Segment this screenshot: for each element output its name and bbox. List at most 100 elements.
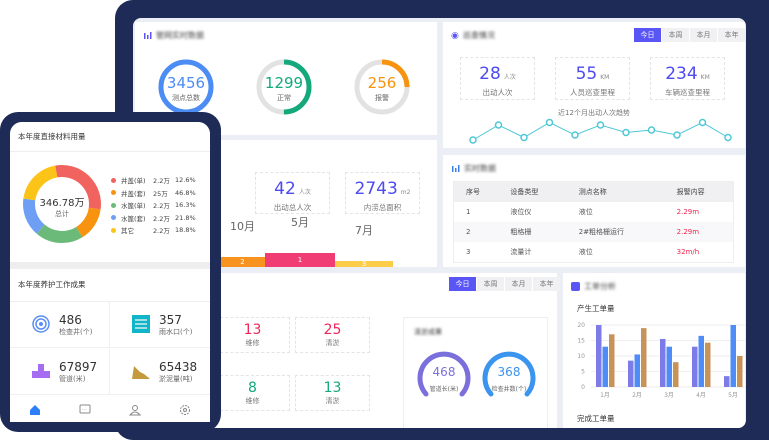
table-cell: 2#粗格栅运行 <box>566 222 665 242</box>
bar <box>660 338 666 387</box>
legend-dot <box>111 177 116 183</box>
ring-progress <box>354 59 410 115</box>
table-cell: 液位仪 <box>510 208 532 216</box>
result-item: 486 检查井(个) <box>10 302 110 348</box>
pie-chart-icon <box>571 282 580 291</box>
stat-box: 42 人次 出动总人次 <box>255 172 330 214</box>
stat-ring: 1299 正常 <box>255 58 313 116</box>
card-title: 本年度直接材料用量 <box>10 122 210 152</box>
trend-point <box>545 118 554 127</box>
donut-slice <box>23 165 58 201</box>
table-row[interactable]: 2 粗格栅 2#粗格栅运行 2.29m <box>454 222 733 242</box>
bar <box>705 342 711 387</box>
bar <box>628 360 634 387</box>
y-tick-label: 0 <box>581 384 585 391</box>
table-cell: 液位 <box>578 208 593 216</box>
legend-item: 井盖(套) 25万 46.8% <box>111 187 196 200</box>
tab-1[interactable]: 本周 <box>662 28 689 42</box>
settings-icon[interactable] <box>179 404 191 418</box>
panel-title: 工单分析 <box>571 281 616 292</box>
trend-point <box>469 136 477 144</box>
tab-3[interactable]: 本年 <box>718 28 745 42</box>
table-cell: 32m/h <box>676 248 700 256</box>
legend-item: 其它 2.2万 18.8% <box>111 224 196 237</box>
bar <box>692 346 698 387</box>
maint-stat: 13 清淤 <box>295 375 370 411</box>
x-tick-label: 5月 <box>728 392 738 399</box>
grate-icon <box>132 314 150 335</box>
patrol-panel: ◉ 巡查情况 今日 本周 本月 本年 28 人次 出动人次 55 KM 人员巡查里程 234 KM 车辆… <box>443 22 745 148</box>
bar: 1 <box>265 253 335 267</box>
bar <box>634 354 640 387</box>
home-icon[interactable] <box>29 404 41 418</box>
materials-card: 本年度直接材料用量 346.78万 总计 井盖(单) 2.2万 12.6% 井盖(套) 2… <box>10 122 210 262</box>
maint-stat: 25 清淤 <box>295 317 370 353</box>
bar-month: 10月 <box>230 220 255 233</box>
tab-2[interactable]: 本月 <box>505 277 532 291</box>
x-tick-label: 1月 <box>600 392 610 399</box>
gauge-arc <box>482 351 536 397</box>
donut-slice <box>55 165 101 210</box>
bar <box>641 328 647 387</box>
bar-month: 5月 <box>291 216 309 229</box>
y-tick-label: 10 <box>577 353 585 360</box>
bar <box>596 325 602 387</box>
maint-stat: 8 维修 <box>215 375 290 411</box>
bar <box>698 335 704 387</box>
gauge-arc <box>417 351 471 397</box>
period-tabs: 今日 本周 本月 本年 <box>633 28 745 42</box>
trend-line-chart <box>469 118 732 144</box>
legend-item: 井盖(单) 2.2万 12.6% <box>111 174 196 187</box>
materials-donut-chart <box>23 165 101 243</box>
bar <box>609 334 615 387</box>
message-icon[interactable]: ··· <box>79 404 91 418</box>
stat-box: 2743 m2 内涝总面积 <box>345 172 420 214</box>
maint-stat: 13 维修 <box>215 317 290 353</box>
y-tick-label: 15 <box>577 338 585 345</box>
legend-item: 水篦(单) 2.2万 16.3% <box>111 199 196 212</box>
result-item: 357 雨水口(个) <box>110 302 210 348</box>
table-cell: 2.29m <box>676 208 700 216</box>
x-tick-label: 2月 <box>632 392 642 399</box>
gauge-label: 管道长(米) <box>429 386 459 393</box>
ring-label: 正常 <box>277 94 291 102</box>
table-cell: 3 <box>466 248 471 256</box>
bar-chart-icon <box>144 32 152 39</box>
tab-3[interactable]: 本年 <box>533 277 560 291</box>
tab-0[interactable]: 今日 <box>449 277 476 291</box>
legend-dot <box>111 202 116 208</box>
x-tick-label: 4月 <box>696 392 706 399</box>
eye-icon: ◉ <box>451 30 459 41</box>
ring-label: 测点总数 <box>172 94 200 102</box>
user-icon[interactable] <box>128 404 142 418</box>
column-header: 报警内容 <box>664 182 733 202</box>
bar <box>737 356 743 387</box>
patrol-stat: 234 KM 车辆巡查里程 <box>650 57 725 100</box>
ring-value: 3456 <box>166 74 206 92</box>
legend-dot <box>111 215 116 221</box>
maintenance-panel: 今日 本周 本月 本年 13 维修 25 清淤 8 维修 13 清淤 清淤成果 468 管道长(米) 3… <box>133 273 560 428</box>
panel-title: ◉ 巡查情况 <box>451 30 495 41</box>
table-row[interactable]: 3 流量计 液位 32m/h <box>454 242 733 262</box>
donut-legend: 井盖(单) 2.2万 12.6% 井盖(套) 25万 46.8% 水篦(单) 2.2万 16.3… <box>111 174 196 237</box>
y-tick-label: 5 <box>581 369 585 376</box>
total-value: 346.78万 <box>39 198 85 209</box>
bar <box>673 362 679 387</box>
panel-title: 实时数据 <box>451 163 496 174</box>
gauge-label: 检查井数(个) <box>491 386 527 393</box>
workorder-panel: 工单分析 产生工单量 0 5 10 15 20 1月 2月 3月 4月 5月 完成工单量 <box>563 273 745 428</box>
phone-frame: 本年度直接材料用量 346.78万 总计 井盖(单) 2.2万 12.6% 井盖(套) 2… <box>0 112 221 432</box>
tab-0[interactable]: 今日 <box>634 28 661 42</box>
trend-point <box>673 131 681 139</box>
tab-2[interactable]: 本月 <box>690 28 717 42</box>
bar <box>602 346 608 387</box>
gauge-value: 468 <box>432 365 456 379</box>
table-row[interactable]: 1 液位仪 液位 2.29m <box>454 202 733 222</box>
column-header: 测点名称 <box>566 182 665 202</box>
tab-1[interactable]: 本周 <box>477 277 504 291</box>
trend-point <box>622 128 630 137</box>
phone-screen: 本年度直接材料用量 346.78万 总计 井盖(单) 2.2万 12.6% 井盖(套) 2… <box>10 122 210 422</box>
donut-slice <box>23 198 45 234</box>
y-tick-label: 20 <box>577 322 585 329</box>
trend-point <box>698 118 707 127</box>
